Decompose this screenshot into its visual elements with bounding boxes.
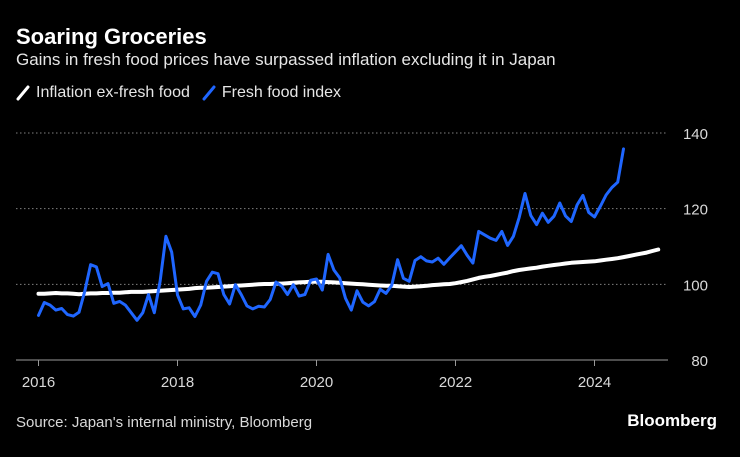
source-note: Source: Japan's internal ministry, Bloom… (16, 414, 313, 431)
y-tick-label-80: 80 (691, 353, 708, 370)
series-line-fresh-food (37, 147, 625, 322)
y-tick-label-140: 140 (683, 126, 708, 143)
y-tick-label-120: 120 (683, 202, 708, 219)
legend-swatch-inflation-icon (16, 85, 30, 101)
y-tick-label-100: 100 (683, 277, 708, 294)
x-tick-label-2016: 2016 (22, 374, 55, 391)
x-tick-label-2018: 2018 (161, 374, 194, 391)
legend-item-fresh-food: Fresh food index (202, 84, 341, 102)
chart-subtitle: Gains in fresh food prices have surpasse… (16, 50, 556, 69)
x-tick-label-2020: 2020 (300, 374, 333, 391)
series-line-inflation (36, 247, 661, 297)
legend-item-inflation: Inflation ex-fresh food (16, 84, 190, 102)
bloomberg-logo: Bloomberg (627, 411, 717, 430)
x-tick-label-2024: 2024 (578, 374, 611, 391)
legend-label-inflation: Inflation ex-fresh food (36, 84, 190, 101)
chart-legend: Inflation ex-fresh food Fresh food index (16, 84, 341, 102)
legend-swatch-fresh-food-icon (202, 85, 216, 101)
x-tick-label-2022: 2022 (439, 374, 472, 391)
legend-label-fresh-food: Fresh food index (221, 84, 342, 101)
chart-title: Soaring Groceries (16, 24, 207, 49)
